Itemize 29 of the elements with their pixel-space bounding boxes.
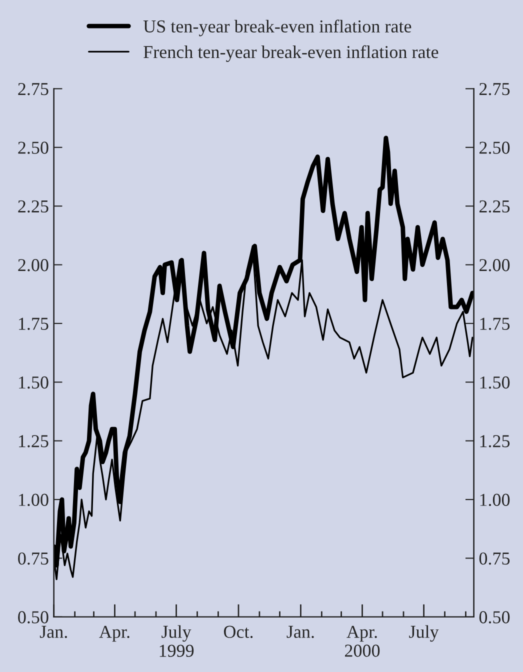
x-tick-label: Oct.	[224, 626, 253, 638]
y2-tick-label: 1.25	[480, 435, 510, 448]
legend-label: US ten-year break-even inflation rate	[143, 20, 412, 36]
x-tick-label: Jan.	[40, 626, 67, 638]
x-tick-label: Apr.	[99, 626, 130, 642]
y2-tick-label: 0.50	[479, 611, 510, 624]
y2-tick-label: 0.75	[479, 552, 510, 565]
y2-tick-label: 2.25	[479, 200, 510, 213]
x-tick-label: Apr. 2000	[344, 626, 380, 657]
y2-tick-label: 2.50	[479, 142, 510, 154]
y2-tick-label: 1.00	[480, 494, 510, 506]
y-tick-label: 0.75	[18, 552, 48, 565]
y2-tick-label: 2.00	[479, 259, 510, 272]
legend-label: French ten-year break-even inflation rate	[144, 45, 438, 62]
y2-tick-label: 1.50	[480, 376, 510, 389]
y-tick-label: 2.25	[18, 200, 48, 213]
y-tick-label: 2.75	[18, 83, 48, 96]
x-tick-label: July	[409, 625, 439, 642]
y-tick-label: 0.50	[18, 611, 48, 624]
y-tick-label: 2.50	[18, 142, 48, 154]
y-tick-label: 1.25	[19, 435, 48, 448]
y-tick-label: 2.00	[18, 259, 48, 272]
y-tick-label: 1.50	[19, 376, 48, 389]
y2-tick-label: 2.75	[479, 83, 510, 96]
y2-tick-label: 1.75	[480, 318, 510, 330]
x-tick-label: Jan.	[286, 626, 314, 638]
x-tick-label: July 1999	[160, 625, 194, 657]
y-tick-label: 1.75	[19, 318, 48, 330]
y-tick-label: 1.00	[19, 494, 48, 506]
